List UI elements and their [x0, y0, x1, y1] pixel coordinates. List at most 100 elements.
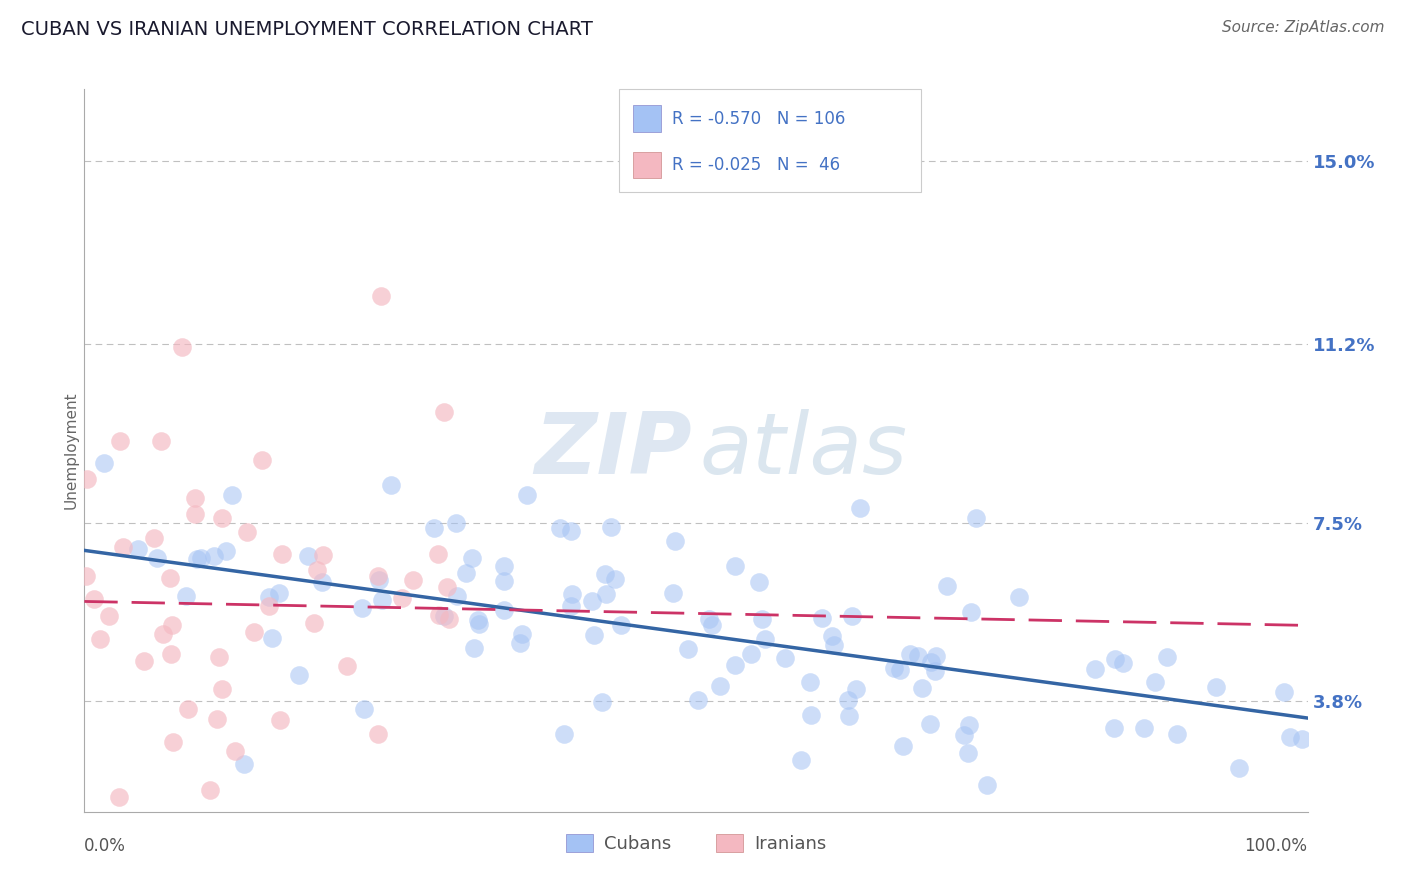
Point	[593, 566, 616, 581]
Point	[799, 675, 821, 690]
Point	[350, 601, 373, 615]
Point	[976, 778, 998, 792]
Text: 0.0%: 0.0%	[84, 837, 127, 855]
Point	[336, 658, 359, 673]
Point	[492, 574, 515, 588]
Point	[790, 753, 813, 767]
Point	[724, 558, 747, 573]
Point	[709, 679, 731, 693]
Point	[924, 665, 946, 679]
Point	[516, 488, 538, 502]
Point	[751, 612, 773, 626]
Point	[252, 453, 274, 467]
Point	[433, 405, 456, 419]
Point	[368, 574, 391, 588]
Point	[1005, 823, 1028, 838]
Point	[207, 712, 229, 726]
Text: ZIP: ZIP	[534, 409, 692, 492]
Point	[800, 708, 823, 723]
Point	[215, 543, 238, 558]
Point	[723, 657, 745, 672]
Point	[1205, 680, 1227, 694]
Point	[510, 626, 533, 640]
Point	[224, 744, 246, 758]
Point	[561, 587, 583, 601]
Point	[152, 626, 174, 640]
Point	[311, 574, 333, 589]
Text: CUBAN VS IRANIAN UNEMPLOYMENT CORRELATION CHART: CUBAN VS IRANIAN UNEMPLOYMENT CORRELATIO…	[21, 20, 593, 38]
Point	[380, 478, 402, 492]
Point	[190, 551, 212, 566]
Point	[108, 434, 131, 448]
Point	[957, 718, 980, 732]
Point	[603, 572, 626, 586]
Point	[446, 516, 468, 530]
Point	[560, 524, 582, 538]
Point	[257, 599, 280, 613]
Point	[494, 603, 516, 617]
Point	[174, 589, 197, 603]
Point	[468, 617, 491, 632]
Point	[371, 592, 394, 607]
Point	[664, 534, 686, 549]
Point	[143, 532, 166, 546]
Point	[740, 648, 762, 662]
Point	[402, 573, 425, 587]
Point	[267, 586, 290, 600]
Point	[271, 547, 294, 561]
Text: Source: ZipAtlas.com: Source: ZipAtlas.com	[1222, 20, 1385, 35]
Point	[688, 693, 710, 707]
Point	[957, 746, 980, 760]
Point	[1007, 590, 1029, 604]
Point	[838, 708, 860, 723]
Point	[162, 735, 184, 749]
Point	[83, 592, 105, 607]
Point	[108, 790, 131, 805]
Point	[845, 681, 868, 696]
Point	[426, 547, 449, 561]
Text: atlas: atlas	[700, 409, 908, 492]
Text: 100.0%: 100.0%	[1244, 837, 1308, 855]
Point	[370, 289, 392, 303]
Point	[849, 501, 872, 516]
Point	[211, 511, 233, 525]
Point	[1278, 730, 1301, 744]
Point	[773, 651, 796, 665]
Point	[920, 717, 942, 731]
Point	[456, 566, 478, 580]
Point	[610, 618, 633, 632]
Point	[243, 625, 266, 640]
Point	[288, 668, 311, 682]
Point	[89, 632, 111, 647]
Point	[76, 472, 98, 486]
Point	[509, 635, 531, 649]
Point	[433, 609, 456, 624]
Point	[112, 540, 135, 554]
Legend: Cubans, Iranians: Cubans, Iranians	[558, 827, 834, 861]
Point	[965, 511, 987, 525]
Point	[889, 663, 911, 677]
Point	[302, 616, 325, 631]
Point	[132, 654, 155, 668]
Point	[436, 580, 458, 594]
Point	[925, 649, 948, 664]
Point	[823, 639, 845, 653]
Point	[935, 579, 957, 593]
Point	[312, 548, 335, 562]
Point	[1144, 675, 1167, 690]
Point	[186, 551, 208, 566]
Point	[1084, 662, 1107, 676]
Point	[297, 549, 319, 563]
Point	[911, 681, 934, 695]
Point	[1112, 656, 1135, 670]
Point	[494, 558, 516, 573]
Point	[75, 569, 97, 583]
Point	[821, 629, 844, 643]
Point	[1272, 685, 1295, 699]
Point	[700, 617, 723, 632]
Point	[661, 586, 683, 600]
Point	[841, 609, 863, 624]
Point	[160, 617, 183, 632]
Point	[269, 713, 291, 727]
Text: R = -0.025   N =  46: R = -0.025 N = 46	[672, 156, 841, 174]
